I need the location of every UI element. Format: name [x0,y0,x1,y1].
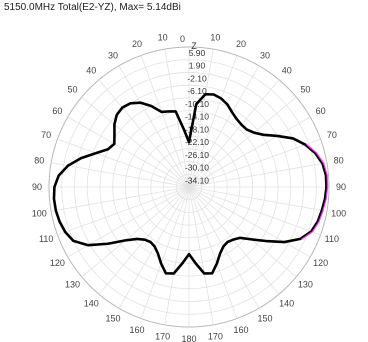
angle-tick-label: 100 [32,208,47,218]
radial-tick-label: -2.10 [187,73,207,83]
angle-tick-label: 110 [325,234,339,244]
angle-tick-label: 120 [50,258,65,268]
grid-spoke [188,186,238,319]
angle-tick-label: 60 [316,106,326,116]
angle-tick-label: 150 [257,314,272,324]
grid-spoke [188,138,321,188]
grid-spoke [98,79,190,188]
angle-tick-label: 10 [158,32,168,42]
z-axis-label: Z [191,41,197,51]
grid-spoke [57,138,190,188]
grid-spoke [140,186,190,319]
angle-tick-label: 70 [41,130,51,140]
angle-tick-label: 160 [129,325,144,335]
grid-spoke [140,55,190,188]
grid-spoke [188,162,327,188]
grid-spoke [118,65,190,188]
angle-tick-label: 130 [298,280,313,290]
polar-grid [48,46,330,328]
grid-spoke [188,116,311,188]
grid-spoke [67,116,190,188]
angle-tick-label: 170 [208,332,223,342]
angle-tick-label: 50 [300,84,310,94]
grid-spoke [81,96,190,188]
angle-tick-label: 20 [132,39,142,49]
grid-spoke [188,186,327,212]
angle-tick-label: 150 [105,314,120,324]
series-line [52,92,328,275]
angle-tick-label: 60 [52,106,62,116]
angle-tick-label: 70 [327,130,337,140]
grid-spoke [188,65,260,188]
angle-tick-label: 140 [279,298,294,308]
angle-tick-label: 80 [334,156,344,166]
angle-tick-label: 170 [155,332,170,342]
grid-spoke [188,186,321,236]
angle-tick-label: 50 [68,84,78,94]
radial-tick-label: 5.90 [189,48,206,58]
angle-tick-label: 90 [336,182,346,192]
radial-tick-label: 1.90 [189,61,206,71]
radial-tick-label: -34.10 [185,175,209,185]
angle-tick-label: 40 [282,66,292,76]
max-highlight-line [301,143,329,240]
angle-tick-label: 0 [180,34,185,44]
angle-tick-label: 140 [84,298,99,308]
grid-spoke [188,55,238,188]
radial-tick-label: -14.10 [185,112,209,122]
radial-tick-label: -18.10 [185,124,209,134]
angle-tick-label: 20 [236,39,246,49]
angle-tick-label: 90 [32,182,42,192]
grid-spoke [81,186,190,278]
grid-spoke [51,186,190,212]
angle-tick-label: 120 [313,258,328,268]
grid-spoke [188,186,214,325]
angle-tick-label: 110 [39,234,53,244]
angle-tick-label: 160 [233,325,248,335]
angle-tick-label: 30 [260,50,270,60]
radial-tick-label: -22.10 [185,137,209,147]
series-pattern [52,92,329,275]
grid-spoke [57,186,190,236]
angle-tick-label: 100 [331,208,346,218]
radial-tick-label: -30.10 [185,163,209,173]
grid-spoke [188,49,214,188]
grid-spoke [188,186,297,278]
grid-spoke [188,96,297,188]
angle-tick-label: 130 [65,280,80,290]
angle-tick-label: 30 [108,50,118,60]
radial-tick-label: -26.10 [185,150,209,160]
grid-spoke [188,186,311,258]
grid-spoke [164,49,190,188]
chart-title: 5150.0MHz Total(E2-YZ), Max= 5.14dBi [4,2,181,13]
grid-spoke [51,162,190,188]
angle-tick-label: 80 [34,156,44,166]
angle-tick-labels: 0 10 20 30 40 50 60 70 80 90 100 110 120 130 140 150 160… [32,32,346,342]
angle-tick-label: 180 [181,334,196,342]
radial-tick-labels: 5.901.90-2.10-6.10-10.10-14.10-18.10-22.… [185,48,209,185]
grid-spoke [164,186,190,325]
angle-tick-label: 40 [86,66,96,76]
grid-spoke [188,79,280,188]
angle-tick-label: 10 [210,32,220,42]
radial-tick-label: -6.10 [187,86,207,96]
